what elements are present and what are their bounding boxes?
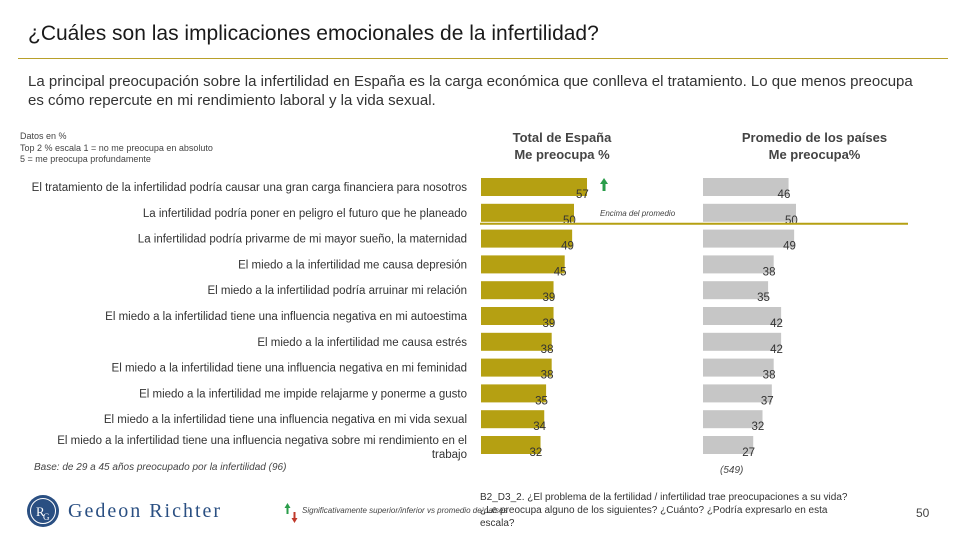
notes-line-1: Datos en % (20, 131, 67, 141)
average-bar (703, 178, 789, 196)
spain-bar (481, 203, 574, 222)
spain-column-header: Total de España Me preocupa % (480, 129, 644, 163)
category-label: El miedo a la infertilidad podría arruin… (207, 285, 467, 297)
category-label: El miedo a la infertilidad tiene una inf… (57, 435, 467, 447)
category-label: El miedo a la infertilidad tiene una inf… (112, 363, 467, 375)
average-bar (703, 384, 772, 403)
spain-bar (481, 178, 588, 196)
survey-question: B2_D3_2. ¿El problema de la fertilidad /… (480, 492, 848, 529)
spain-value-label: 39 (543, 318, 556, 330)
spain-bar (481, 307, 554, 325)
average-bar (703, 229, 795, 248)
average-bar (703, 358, 774, 377)
spain-value-label: 39 (543, 292, 556, 304)
spain-value-label: 45 (554, 266, 567, 278)
category-label: La infertilidad podría poner en peligro … (143, 208, 467, 220)
category-label: El miedo a la infertilidad tiene una inf… (105, 311, 467, 323)
significance-arrows-icon (284, 503, 298, 523)
data-notes: Datos en % Top 2 % escala 1 = no me preo… (20, 131, 213, 166)
significance-legend-text: Significativamente superior/inferior vs … (302, 506, 508, 515)
page-number: 50 (916, 506, 930, 520)
average-header-line-1: Promedio de los países (741, 130, 888, 145)
spain-value-label: 38 (541, 370, 554, 382)
above-average-annotation: Encima del promedio (600, 209, 676, 218)
category-label: El miedo a la infertilidad me impide rel… (139, 388, 467, 400)
spain-value-label: 57 (576, 189, 589, 201)
base-note: Base: de 29 a 45 años preocupado por la … (34, 462, 287, 473)
average-bar (703, 203, 796, 222)
spain-value-label: 49 (561, 241, 574, 253)
average-bar (703, 410, 763, 429)
spain-bar (481, 384, 547, 403)
category-label: La infertilidad podría privarme de mi ma… (138, 234, 467, 246)
average-column-header: Promedio de los países Me preocupa% (712, 129, 917, 163)
average-bar (703, 436, 754, 454)
average-value-label: 27 (742, 447, 755, 459)
average-value-label: 49 (783, 241, 796, 253)
spain-bar (481, 255, 565, 274)
average-bar (703, 255, 774, 274)
average-value-label: 38 (763, 370, 776, 382)
average-bar (703, 332, 782, 351)
average-base-note: (549) (720, 465, 744, 476)
spain-header-line-1: Total de España (512, 130, 612, 145)
spain-bar (481, 332, 552, 351)
spain-bar (481, 358, 552, 377)
category-label: El miedo a la infertilidad me causa depr… (238, 259, 467, 271)
spain-value-label: 50 (563, 215, 576, 227)
average-value-label: 32 (752, 421, 765, 433)
spain-value-label: 38 (541, 344, 554, 356)
page-subtitle: La principal preocupación sobre la infer… (28, 73, 913, 109)
average-bar (703, 281, 769, 300)
average-value-label: 42 (770, 318, 783, 330)
category-label: El miedo a la infertilidad me causa estr… (257, 337, 467, 349)
svg-text:G: G (43, 512, 50, 522)
average-bar (703, 307, 782, 325)
notes-line-3: 5 = me preocupa profundamente (20, 154, 151, 164)
brand-name: Gedeon Richter (68, 500, 223, 522)
page-title: ¿Cuáles son las implicaciones emocionale… (28, 22, 599, 45)
average-value-label: 42 (770, 344, 783, 356)
spain-bar (481, 229, 573, 248)
average-value-label: 46 (778, 189, 791, 201)
spain-bar (481, 281, 554, 300)
average-value-label: 38 (763, 266, 776, 278)
spain-value-label: 34 (533, 421, 546, 433)
spain-bar (481, 436, 541, 454)
average-value-label: 50 (785, 215, 798, 227)
significance-up-arrow (600, 178, 609, 191)
average-value-label: 35 (757, 292, 770, 304)
category-label: El tratamiento de la infertilidad podría… (32, 182, 468, 194)
spain-bar (481, 410, 545, 429)
category-label: El miedo a la infertilidad tiene una inf… (104, 414, 467, 426)
notes-line-2: Top 2 % escala 1 = no me preocupa en abs… (20, 142, 213, 153)
average-value-label: 37 (761, 395, 774, 407)
gedeon-richter-logo-icon: R G (27, 495, 59, 527)
spain-header-line-2: Me preocupa % (514, 147, 610, 162)
title-divider (18, 58, 948, 59)
spain-value-label: 35 (535, 395, 548, 407)
average-header-line-2: Me preocupa% (768, 147, 861, 162)
category-label-continued: trabajo (432, 449, 467, 461)
svg-text:R: R (36, 504, 45, 519)
spain-value-label: 32 (530, 447, 543, 459)
